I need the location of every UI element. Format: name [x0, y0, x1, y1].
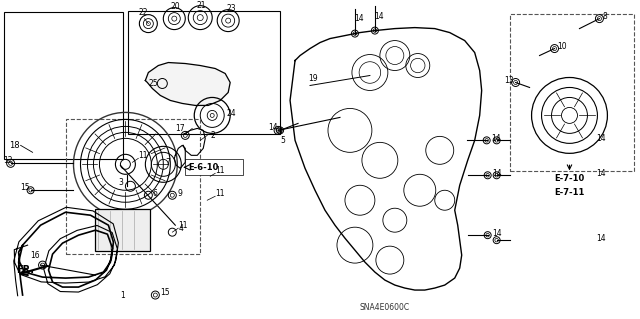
Text: 14: 14 [596, 234, 606, 243]
Bar [509, 14, 634, 171]
Text: 25: 25 [148, 79, 158, 88]
Text: 14: 14 [268, 123, 278, 132]
Text: 5: 5 [280, 136, 285, 145]
Text: FR.: FR. [17, 265, 35, 275]
Text: 22: 22 [138, 8, 148, 17]
Text: 9: 9 [177, 189, 182, 198]
Text: 7: 7 [165, 158, 170, 167]
Text: 19: 19 [308, 74, 317, 83]
Text: 23: 23 [226, 4, 236, 13]
Polygon shape [145, 63, 230, 106]
Text: 11: 11 [138, 151, 148, 160]
Text: 11: 11 [215, 189, 225, 198]
Bar [129, 11, 280, 134]
Bar [95, 209, 150, 251]
Text: 15: 15 [161, 287, 170, 297]
Bar [4, 11, 124, 159]
Text: 11: 11 [215, 166, 225, 175]
Bar [65, 119, 200, 254]
Text: 10: 10 [557, 42, 567, 51]
Text: 13: 13 [504, 76, 515, 85]
Text: 14: 14 [596, 169, 606, 178]
Text: 1: 1 [120, 291, 125, 300]
Text: 14: 14 [493, 229, 502, 238]
Bar [185, 159, 243, 175]
Text: 15: 15 [20, 183, 30, 192]
Text: 12: 12 [4, 156, 13, 165]
Text: 14: 14 [596, 134, 606, 143]
Text: SNA4E0600C: SNA4E0600C [360, 302, 410, 312]
Text: 4: 4 [179, 224, 183, 233]
Text: 8: 8 [602, 12, 607, 21]
Text: E-7-10: E-7-10 [554, 174, 585, 183]
Text: 18: 18 [8, 141, 19, 150]
Text: 14: 14 [354, 14, 364, 23]
Text: 17: 17 [175, 124, 185, 133]
Text: 14: 14 [374, 12, 383, 21]
Text: 20: 20 [170, 2, 180, 11]
Text: E-6-10: E-6-10 [188, 163, 219, 172]
Text: 14: 14 [493, 169, 502, 178]
Text: 11: 11 [179, 221, 188, 230]
Text: 24: 24 [226, 109, 236, 118]
Text: 14: 14 [492, 134, 501, 143]
Text: 2: 2 [210, 131, 215, 140]
Text: 16: 16 [31, 251, 40, 260]
Text: 6: 6 [152, 189, 157, 198]
Text: 21: 21 [196, 1, 205, 10]
Text: 3: 3 [118, 178, 124, 187]
Text: E-7-11: E-7-11 [554, 188, 585, 197]
